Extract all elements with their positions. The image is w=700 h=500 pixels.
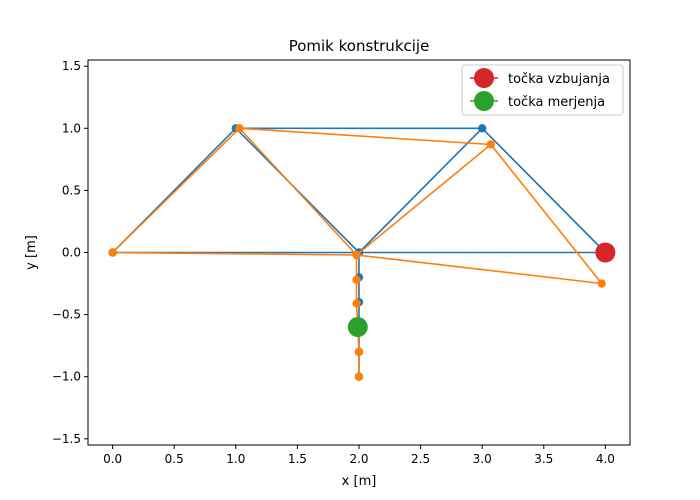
legend-label: točka merjenja — [508, 95, 605, 110]
node-point — [352, 275, 361, 285]
y-tick-label: 0.0 — [62, 246, 81, 260]
series-line-segment — [112, 127, 360, 254]
legend-label: točka vzbujanja — [508, 72, 610, 87]
x-tick-label: 0.0 — [103, 452, 122, 466]
x-tick-label: 2.0 — [349, 452, 368, 466]
x-tick-label: 1.5 — [288, 452, 307, 466]
axes: 0.0 0.5 1.0 1.5 2.0 2.5 3.0 3.5 4.0 −1.5 −1.0 −0.5 0… — [52, 59, 631, 466]
node-point — [352, 299, 361, 308]
node-point — [352, 250, 361, 260]
y-tick-label: −1.0 — [52, 370, 81, 384]
node-point — [235, 124, 244, 133]
series-line-segment — [235, 127, 484, 254]
x-tick-label: 0.5 — [165, 452, 184, 466]
x-tick-label: 3.5 — [534, 452, 553, 466]
series-line-segment — [356, 144, 603, 285]
node-point — [108, 248, 117, 257]
y-tick-label: 0.5 — [62, 183, 81, 197]
series-line-segment — [112, 127, 358, 256]
node-point — [477, 124, 487, 133]
x-tick-label: 1.0 — [226, 452, 245, 466]
node-point — [597, 279, 606, 288]
legend-box — [461, 64, 624, 116]
plot-area — [108, 124, 616, 381]
measurement-point-marker — [347, 317, 368, 338]
node-point — [354, 372, 364, 381]
y-axis-label: y [m] — [24, 235, 39, 270]
x-axis-label: x [m] — [342, 474, 377, 489]
series-line-segment — [359, 127, 607, 254]
x-tick-label: 4.0 — [596, 452, 615, 466]
y-tick-label: 1.0 — [62, 121, 81, 135]
x-tick-label: 3.0 — [473, 452, 492, 466]
chart-title: Pomik konstrukcije — [289, 37, 430, 55]
x-tick-label: 2.5 — [411, 452, 430, 466]
legend-marker — [474, 68, 494, 88]
y-tick-label: −0.5 — [52, 308, 81, 322]
legend: točka vzbujanja točka merjenja — [461, 64, 624, 116]
y-tick-label: −1.5 — [52, 432, 81, 446]
series-line-segment — [239, 127, 492, 256]
legend-marker — [474, 91, 494, 111]
y-tick-label: 1.5 — [62, 59, 81, 73]
excitation-point-marker — [595, 242, 616, 263]
node-point — [486, 140, 496, 149]
node-point — [354, 347, 364, 357]
